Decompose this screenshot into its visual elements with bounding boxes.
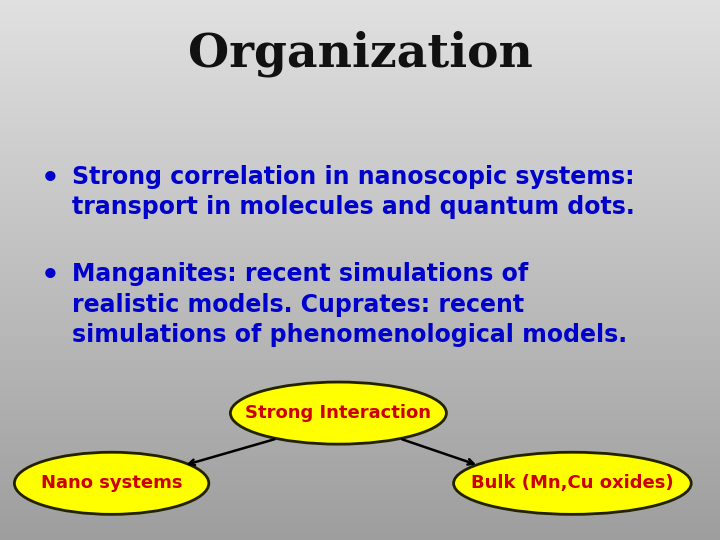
Text: •: • xyxy=(41,262,60,290)
Text: Strong correlation in nanoscopic systems:
transport in molecules and quantum dot: Strong correlation in nanoscopic systems… xyxy=(72,165,635,219)
Ellipse shape xyxy=(230,382,446,444)
Text: Organization: Organization xyxy=(188,31,532,77)
Text: Strong Interaction: Strong Interaction xyxy=(246,404,431,422)
Text: Nano systems: Nano systems xyxy=(41,474,182,492)
Text: •: • xyxy=(41,165,60,193)
Text: Manganites: recent simulations of
realistic models. Cuprates: recent
simulations: Manganites: recent simulations of realis… xyxy=(72,262,627,347)
Text: Bulk (Mn,Cu oxides): Bulk (Mn,Cu oxides) xyxy=(471,474,674,492)
Ellipse shape xyxy=(14,453,209,514)
Ellipse shape xyxy=(454,453,691,514)
